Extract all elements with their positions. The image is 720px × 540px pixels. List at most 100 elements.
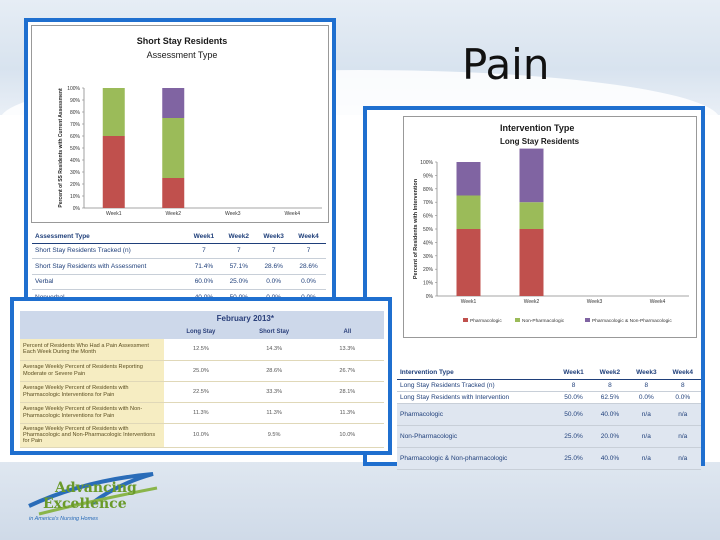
intervention-chart-frame: Intervention Type Long Stay Residents xyxy=(403,116,697,338)
undefined-tick-label: 30% xyxy=(423,254,434,260)
intervention-chart-subtitle: Long Stay Residents xyxy=(500,137,580,146)
table-row: Short Stay Residents with Assessment 71.4… xyxy=(32,258,326,275)
header-cell: Week2 xyxy=(221,230,257,244)
table-cell: 62.5% xyxy=(591,391,629,404)
header-cell: Week4 xyxy=(664,366,701,380)
logo-line1: Advancing xyxy=(55,480,137,496)
short-stay-panel: Short Stay Residents Assessment Type 100… xyxy=(24,18,336,321)
undefined-tick-label: 80% xyxy=(423,187,434,193)
undefined-bar-week1-2 xyxy=(456,162,481,196)
row-label: Average Weekly Percent of Residents with… xyxy=(20,381,165,403)
table-cell: 7 xyxy=(291,243,326,259)
undefined-category-label: Week4 xyxy=(285,211,301,217)
table-cell: 25.0% xyxy=(221,274,257,290)
undefined-bar-week1-0 xyxy=(102,136,125,208)
undefined-bar-week2-2 xyxy=(519,148,544,203)
undefined-tick-label: 40% xyxy=(423,240,434,246)
table-cell: 10.0% xyxy=(310,423,384,448)
undefined-bar-week2-1 xyxy=(162,118,185,178)
undefined-y-label: Percent of SS Residents with Current Ass… xyxy=(58,88,64,208)
february-table: February 2013* Long Stay Short Stay All Pe… xyxy=(20,311,384,448)
table-cell: 10.0% xyxy=(164,423,238,448)
table-cell: 28.6% xyxy=(237,360,311,382)
header-cell: Intervention Type xyxy=(397,366,556,380)
undefined-tick-label: 50% xyxy=(423,227,434,233)
undefined-tick-label: 90% xyxy=(70,98,81,104)
table-cell: 28.6% xyxy=(291,258,326,275)
table-row: Pharmacologic & Non-pharmacologic 25.0% 40… xyxy=(397,447,701,470)
undefined-legend-swatch xyxy=(515,318,520,322)
advancing-excellence-logo: Advancing Excellence in America's Nursin… xyxy=(25,470,165,528)
table-cell: 8 xyxy=(628,379,665,392)
undefined-tick-label: 90% xyxy=(423,173,434,179)
table-cell: 33.3% xyxy=(237,381,311,403)
table-row: Pharmacologic 50.0% 40.0% n/a n/a xyxy=(397,403,701,426)
undefined-bar-week1-1 xyxy=(102,88,125,136)
undefined-bar-week2-1 xyxy=(519,202,544,229)
table-cell: 0.0% xyxy=(628,391,665,404)
intervention-chart: 100% 90% 80% 70% 60% 50% 40% 30% 20% 10% 0% Percent… xyxy=(413,148,689,324)
logo-line2: Excellence xyxy=(43,496,127,512)
short-stay-chart-title: Short Stay Residents xyxy=(136,36,228,46)
table-cell: 40.0% xyxy=(591,403,629,426)
table-cell: 57.1% xyxy=(221,258,257,275)
table-cell: 12.5% xyxy=(164,339,238,361)
undefined-tick-label: 30% xyxy=(70,170,81,176)
table-cell: Long Stay Residents Tracked (n) xyxy=(397,379,556,392)
table-cell: 50.0% xyxy=(555,391,592,404)
table-cell: 25.0% xyxy=(164,360,238,382)
table-cell: 28.6% xyxy=(256,258,292,275)
undefined-y-label: Percent of Residents with Intervention xyxy=(413,178,419,279)
logo-swoosh-icon xyxy=(28,472,158,516)
undefined-bar-week1-0 xyxy=(456,229,481,296)
undefined-tick-label: 20% xyxy=(70,182,81,188)
table-row: Non-Pharmacologic 25.0% 20.0% n/a n/a xyxy=(397,425,701,448)
table-cell: 7 xyxy=(256,243,292,259)
undefined-category-label: Week1 xyxy=(461,299,477,305)
table-row: Average Weekly Percent of Residents with… xyxy=(20,381,384,403)
table-cell: 14.3% xyxy=(237,339,311,361)
undefined-bar-week2-0 xyxy=(162,178,185,208)
table-cell: 7 xyxy=(221,243,257,259)
table-cell: Verbal xyxy=(32,274,187,290)
undefined-tick-label: 70% xyxy=(70,122,81,128)
table-cell: 0.0% xyxy=(664,391,701,404)
table-cell: 0.0% xyxy=(291,274,326,290)
header-cell: Week4 xyxy=(291,230,326,244)
undefined-category-label: Week1 xyxy=(106,211,122,217)
table-cell: Short Stay Residents with Assessment xyxy=(32,258,187,275)
intervention-table: Intervention Type Week1 Week2 Week3 Week4 Lo… xyxy=(397,366,701,470)
slide-title: Pain xyxy=(462,40,550,89)
header-cell: Week1 xyxy=(555,366,592,380)
table-cell: 26.7% xyxy=(310,360,384,382)
undefined-legend-swatch xyxy=(463,318,468,322)
header-cell: Week2 xyxy=(591,366,629,380)
undefined-tick-label: 10% xyxy=(70,194,81,200)
row-label: Percent of Residents Who Had a Pain Asse… xyxy=(20,339,165,361)
february-panel: February 2013* Long Stay Short Stay All Pe… xyxy=(10,297,392,455)
february-title: February 2013* xyxy=(20,311,384,325)
header-cell: Short Stay xyxy=(237,325,311,339)
table-cell: 28.1% xyxy=(310,381,384,403)
undefined-tick-label: 40% xyxy=(70,158,81,164)
header-cell: Week1 xyxy=(186,230,222,244)
table-cell: Long Stay Residents with Intervention xyxy=(397,391,556,404)
table-cell: 9.5% xyxy=(237,423,311,448)
table-row: Percent of Residents Who Had a Pain Asse… xyxy=(20,339,384,361)
undefined-tick-label: 0% xyxy=(426,294,434,300)
table-cell: Non-Pharmacologic xyxy=(397,425,556,448)
table-cell: 25.0% xyxy=(555,447,592,470)
intervention-chart-title: Intervention Type xyxy=(500,123,575,133)
undefined-tick-label: 20% xyxy=(423,267,434,273)
table-cell: Pharmacologic xyxy=(397,403,556,426)
table-cell: n/a xyxy=(628,403,665,426)
table-cell: 8 xyxy=(664,379,701,392)
table-cell: 7 xyxy=(186,243,222,259)
table-row: Short Stay Residents Tracked (n) 7 7 7 7 xyxy=(32,243,326,259)
row-label: Average Weekly Percent of Residents with… xyxy=(20,423,165,448)
table-row: Average Weekly Percent of Residents with… xyxy=(20,402,384,424)
table-row: Verbal 60.0% 25.0% 0.0% 0.0% xyxy=(32,274,326,290)
undefined-legend-label: Pharmacologic & Non-Pharmacologic xyxy=(592,318,672,324)
undefined-tick-label: 100% xyxy=(420,160,433,166)
table-cell: 40.0% xyxy=(591,447,629,470)
